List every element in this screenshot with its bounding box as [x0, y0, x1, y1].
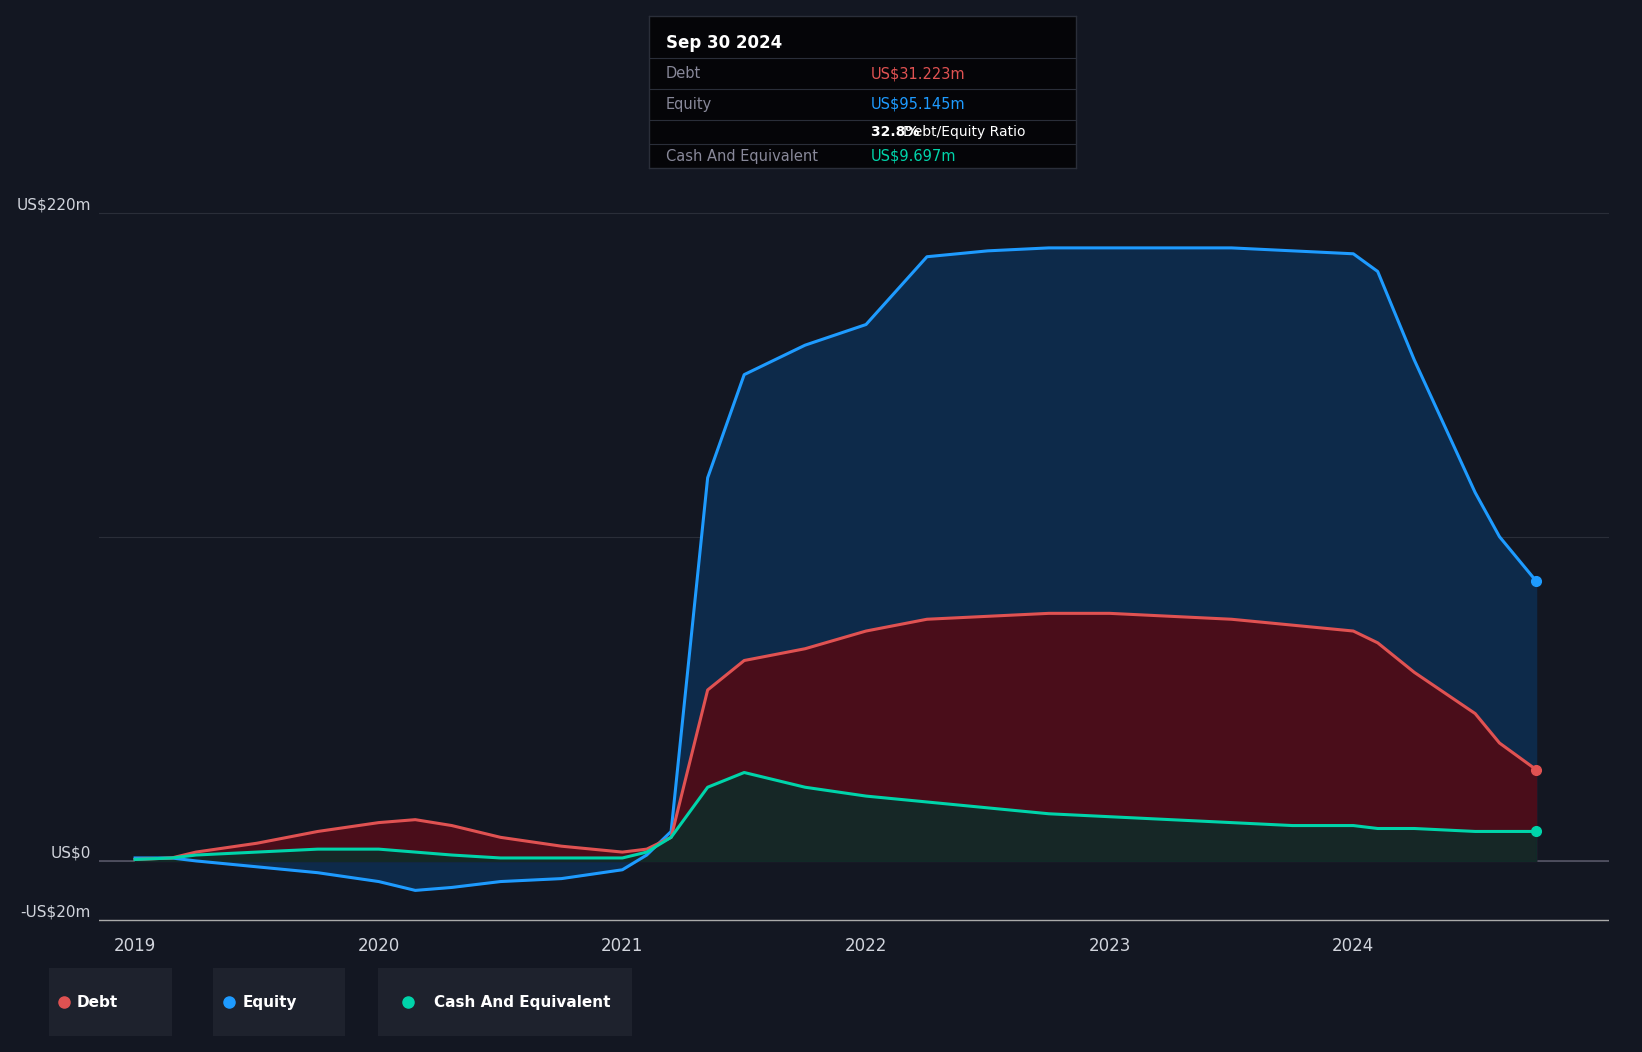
- Text: Cash And Equivalent: Cash And Equivalent: [433, 994, 611, 1010]
- Text: Equity: Equity: [665, 97, 713, 112]
- Text: -US$20m: -US$20m: [21, 905, 90, 919]
- Text: US$220m: US$220m: [16, 198, 90, 213]
- Text: US$9.697m: US$9.697m: [870, 148, 956, 164]
- Text: Debt/Equity Ratio: Debt/Equity Ratio: [903, 125, 1025, 139]
- Text: Sep 30 2024: Sep 30 2024: [665, 35, 782, 53]
- Text: US$31.223m: US$31.223m: [870, 66, 965, 81]
- Text: Equity: Equity: [243, 994, 297, 1010]
- Text: US$0: US$0: [51, 846, 90, 861]
- Text: Debt: Debt: [76, 994, 118, 1010]
- Text: 32.8%: 32.8%: [870, 125, 924, 139]
- Text: Cash And Equivalent: Cash And Equivalent: [665, 148, 818, 164]
- Text: US$95.145m: US$95.145m: [870, 97, 965, 112]
- Text: Debt: Debt: [665, 66, 701, 81]
